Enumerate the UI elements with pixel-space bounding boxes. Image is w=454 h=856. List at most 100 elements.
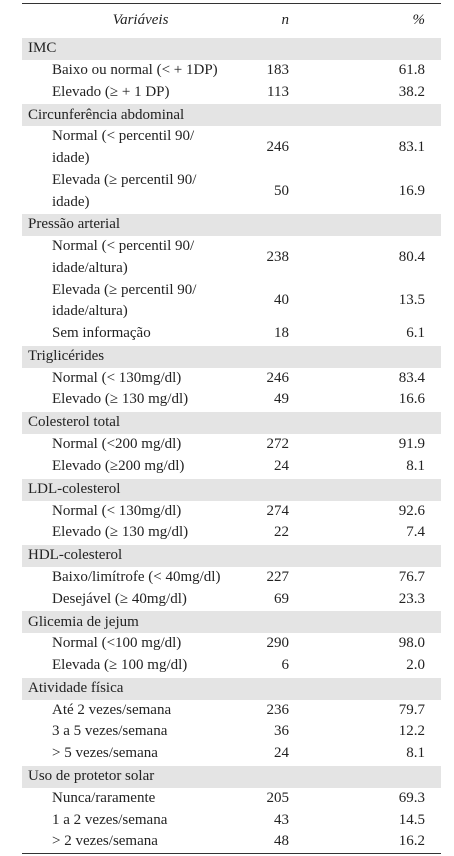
group-row: Uso de protetor solar — [22, 764, 441, 788]
row-label: 3 a 5 vezes/semana — [52, 723, 168, 740]
data-row: Normal (<100 mg/dl) 290 98.0 — [22, 633, 441, 655]
percent-cell: 91.9 — [398, 436, 425, 453]
percent-cell: 6.1 — [406, 325, 425, 342]
percent-cell: 83.1 — [398, 139, 425, 156]
data-row: Elevada (≥ 100 mg/dl) 6 2.0 — [22, 655, 441, 677]
data-row: Normal (< 130mg/dl) 246 83.4 — [22, 368, 441, 390]
percent-cell: 80.4 — [398, 249, 425, 266]
percent-cell: 8.1 — [406, 457, 425, 474]
group: HDL-colesterol Baixo/limítrofe (< 40mg/dl… — [22, 543, 441, 611]
percent-cell: 38.2 — [398, 83, 425, 100]
count-cell: 246 — [266, 369, 290, 386]
percent-cell: 69.3 — [398, 789, 425, 806]
count-cell: 18 — [274, 325, 289, 342]
group-label: LDL-colesterol — [22, 477, 441, 501]
count-cell: 36 — [274, 723, 289, 740]
data-row: Desejável (≥ 40mg/dl) 69 23.3 — [22, 589, 441, 611]
percent-cell: 12.2 — [398, 723, 425, 740]
row-label: Normal (<100 mg/dl) — [52, 635, 182, 652]
group-row: HDL-colesterol — [22, 543, 441, 567]
percent-cell: 7.4 — [406, 524, 425, 541]
row-label: Elevado (≥200 mg/dl) — [52, 457, 185, 474]
row-label: Elevado (≥ 130 mg/dl) — [52, 391, 189, 408]
percent-cell: 13.5 — [398, 292, 425, 309]
data-row: Normal (< percentil 90/ idade/altura) 238… — [22, 236, 441, 279]
count-cell: 69 — [274, 590, 289, 607]
group: LDL-colesterol Normal (< 130mg/dl) 274 92.6… — [22, 477, 441, 544]
count-cell: 43 — [274, 811, 289, 828]
count-cell: 205 — [266, 789, 290, 806]
group-row: Colesterol total — [22, 411, 441, 435]
percent-cell: 79.7 — [398, 701, 425, 718]
row-label: Desejável (≥ 40mg/dl) — [52, 590, 187, 607]
data-row: Elevado (≥200 mg/dl) 24 8.1 — [22, 456, 441, 478]
data-row: Elevada (≥ percentil 90/ idade) 50 16.9 — [22, 170, 441, 214]
percent-cell: 61.8 — [398, 62, 425, 78]
count-cell: 246 — [266, 139, 290, 156]
group-row: IMC — [22, 37, 441, 60]
data-row: Elevada (≥ percentil 90/ idade/altura) 40… — [22, 280, 441, 323]
data-row: Até 2 vezes/semana 236 79.7 — [22, 700, 441, 722]
data-row: > 2 vezes/semana 48 16.2 — [22, 831, 441, 854]
count-cell: 22 — [274, 524, 289, 541]
percent-cell: 16.6 — [398, 391, 425, 408]
group: Uso de protetor solar Nunca/raramente 205 6… — [22, 764, 441, 854]
count-cell: 48 — [274, 833, 289, 850]
data-row: Elevado (≥ 130 mg/dl) 49 16.6 — [22, 389, 441, 411]
row-label: > 2 vezes/semana — [52, 833, 158, 850]
group-row: Glicemia de jejum — [22, 610, 441, 634]
header-cell: n — [281, 11, 290, 28]
group-label: HDL-colesterol — [22, 543, 441, 567]
count-cell: 236 — [266, 701, 290, 718]
group: Atividade física Até 2 vezes/semana 236 79.… — [22, 676, 441, 765]
count-cell: 50 — [274, 182, 289, 199]
row-label: Baixo/limítrofe (< 40mg/dl) — [52, 568, 221, 585]
count-cell: 238 — [266, 249, 290, 266]
group-row: Atividade física — [22, 676, 441, 700]
group-label: IMC — [22, 37, 441, 60]
group-label: Circunferência abdominal — [22, 103, 441, 127]
percent-cell: 98.0 — [398, 635, 425, 652]
row-label: Normal (<200 mg/dl) — [52, 436, 182, 453]
row-label: Nunca/raramente — [52, 789, 156, 806]
group-row: LDL-colesterol — [22, 477, 441, 501]
group-label: Triglicérides — [22, 344, 441, 368]
percent-cell: 16.9 — [398, 182, 425, 199]
row-label: Normal (< percentil 90/ idade/altura) — [52, 238, 195, 276]
data-row: Elevado (≥ 130 mg/dl) 22 7.4 — [22, 522, 441, 544]
count-cell: 24 — [274, 457, 289, 474]
row-label: Baixo ou normal (< + 1DP) — [52, 62, 218, 78]
percent-cell: 8.1 — [406, 745, 425, 762]
group-row: Circunferência abdominal — [22, 103, 441, 127]
group: Triglicérides Normal (< 130mg/dl) 246 83.4 E… — [22, 344, 441, 411]
data-row: Baixo/limítrofe (< 40mg/dl) 227 76.7 — [22, 567, 441, 589]
count-cell: 227 — [266, 568, 290, 585]
row-label: Elevado (≥ + 1 DP) — [52, 83, 170, 100]
row-label: 1 a 2 vezes/semana — [52, 811, 168, 828]
data-row: Normal (<200 mg/dl) 272 91.9 — [22, 434, 441, 456]
group: Pressão arterial Normal (< percentil 90/ … — [22, 213, 441, 346]
row-label: Elevado (≥ 130 mg/dl) — [52, 524, 189, 541]
data-row: > 5 vezes/semana 24 8.1 — [22, 743, 441, 765]
row-label: Elevada (≥ 100 mg/dl) — [52, 657, 188, 674]
row-label: Elevada (≥ percentil 90/ idade/altura) — [52, 281, 197, 320]
group: Circunferência abdominal Normal (< percen… — [22, 103, 441, 214]
row-label: Normal (< 130mg/dl) — [52, 369, 182, 386]
data-row: Baixo ou normal (< + 1DP) 183 61.8 — [22, 60, 441, 82]
group-label: Glicemia de jejum — [22, 610, 441, 634]
group-label: Uso de protetor solar — [22, 764, 441, 788]
percent-cell: 14.5 — [398, 811, 425, 828]
percent-cell: 23.3 — [398, 590, 425, 607]
group-row: Triglicérides — [22, 344, 441, 368]
header-row: Variáveis n % — [22, 3, 441, 38]
percent-cell: 16.2 — [398, 833, 425, 850]
percent-cell: 76.7 — [398, 568, 425, 585]
row-label: > 5 vezes/semana — [52, 745, 158, 762]
data-row: Normal (< 130mg/dl) 274 92.6 — [22, 501, 441, 523]
percent-cell: 92.6 — [398, 502, 425, 519]
group-label: Atividade física — [22, 676, 441, 700]
row-label: Normal (< percentil 90/ idade) — [52, 128, 195, 167]
row-label: Sem informação — [52, 325, 151, 342]
count-cell: 290 — [266, 635, 290, 652]
